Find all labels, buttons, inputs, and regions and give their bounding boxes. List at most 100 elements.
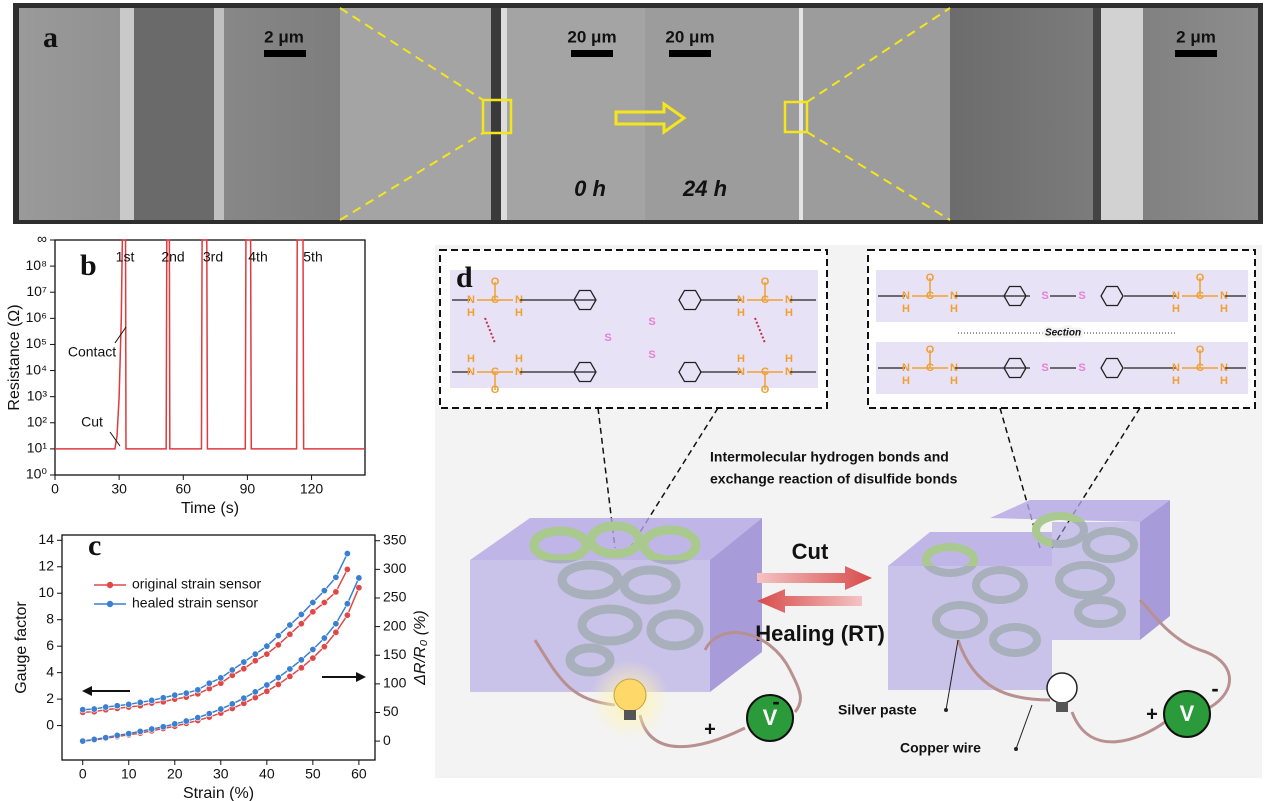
panel-label: b (80, 249, 97, 282)
data-point (286, 630, 294, 638)
data-point (297, 664, 305, 672)
atom-label: C (491, 366, 499, 378)
bulb-lit (613, 678, 647, 712)
benzene-ring (678, 289, 702, 311)
atom-label: S (604, 332, 611, 344)
legend-label: healed strain sensor (132, 595, 258, 611)
caption: exchange reaction of disulfide bonds (710, 471, 958, 487)
data-point (102, 703, 110, 711)
y2-tick-label: 100 (383, 675, 407, 691)
atom-label: H (1220, 303, 1228, 315)
atom-label: S (1078, 290, 1085, 302)
y-axis-title: Gauge factor (13, 601, 30, 694)
x-tick-label: 120 (300, 481, 324, 497)
data-point (251, 688, 259, 696)
data-point (286, 665, 294, 673)
voltmeter (746, 694, 794, 742)
benzene-ring (1100, 357, 1124, 379)
sem-edge (1093, 8, 1101, 220)
block-side (1140, 500, 1170, 640)
callout-line (1051, 407, 1141, 549)
atom-label: H (737, 353, 745, 365)
heal-arrow (757, 589, 862, 613)
data-point (343, 550, 351, 558)
y-tick-label: 10³ (27, 387, 48, 403)
data-point (274, 632, 282, 640)
sem-crack (799, 8, 803, 220)
data-point (240, 694, 248, 702)
sem-crack (501, 8, 507, 220)
data-point (217, 705, 225, 713)
pointer-dot (944, 708, 948, 712)
atom-label: N (950, 362, 958, 374)
data-point (182, 689, 190, 697)
plot-frame (54, 239, 366, 476)
atom-label: N (467, 294, 475, 306)
benzene-ring (573, 289, 597, 311)
data-point (309, 608, 317, 616)
y-tick-label: 0 (46, 716, 54, 732)
sem-image (645, 8, 950, 220)
y2-tick-label: 200 (383, 617, 407, 633)
atom-label: S (1078, 362, 1085, 374)
benzene-ring (1003, 285, 1027, 307)
data-point (148, 696, 156, 704)
x-tick-label: 10 (121, 766, 137, 782)
x-tick-label: 20 (167, 766, 183, 782)
h-bond (484, 317, 496, 344)
atom-label: N (515, 366, 523, 378)
block-front (888, 566, 1052, 690)
atom-label: N (950, 290, 958, 302)
block-front (470, 560, 710, 692)
data-point (171, 720, 179, 728)
atom-label: H (902, 375, 910, 387)
volt-symbol: V (763, 705, 778, 730)
atom-label: S (648, 349, 655, 361)
data-point (274, 641, 282, 649)
wires (533, 598, 1232, 749)
benzene-ring (573, 361, 597, 383)
atom-label: C (761, 294, 769, 306)
atom-label: O (926, 344, 935, 356)
y-tick-label: 6 (46, 637, 54, 653)
mesh-cell (586, 521, 644, 559)
wire (1070, 711, 1166, 744)
volt-symbol: V (1180, 701, 1195, 726)
scale-bar-label: 2 μm (264, 27, 304, 46)
atom-label: O (761, 384, 770, 396)
atom-label: H (1172, 303, 1180, 315)
atom-label: N (737, 294, 745, 306)
time-label: 24 h (682, 176, 727, 201)
pointer (114, 326, 127, 344)
data-point (228, 700, 236, 708)
data-point (240, 658, 248, 666)
atom-label: N (467, 366, 475, 378)
y2-tick-label: 250 (383, 589, 407, 605)
pointer-dot (1014, 747, 1018, 751)
x-tick-label: 60 (351, 766, 367, 782)
scale-bar (264, 50, 306, 57)
data-point (171, 691, 179, 699)
data-point (125, 700, 133, 708)
scale-bar-label: 20 μm (665, 27, 714, 46)
y2-tick-label: 300 (383, 560, 407, 576)
data-point (263, 681, 271, 689)
x-tick-label: 60 (175, 481, 191, 497)
y2-tick-label: 50 (383, 703, 399, 719)
y-tick-label: 10 (38, 584, 54, 600)
x-tick-label: 90 (240, 481, 256, 497)
annotation: 2nd (161, 249, 184, 265)
data-point (217, 674, 225, 682)
atom-label: C (761, 366, 769, 378)
block-front (1052, 522, 1140, 640)
atom-label: H (950, 303, 958, 315)
x-axis-title: Time (s) (181, 500, 239, 517)
data-point (251, 657, 259, 665)
data-point (332, 620, 340, 628)
annotation: 5th (303, 249, 322, 265)
scale-bar-label: 2 μm (1176, 27, 1216, 46)
y2-axis-title: ΔR/R₀ (%) (412, 610, 429, 685)
section-label: Section (1045, 328, 1081, 339)
data-point (240, 665, 248, 673)
mesh-cell (529, 526, 591, 564)
